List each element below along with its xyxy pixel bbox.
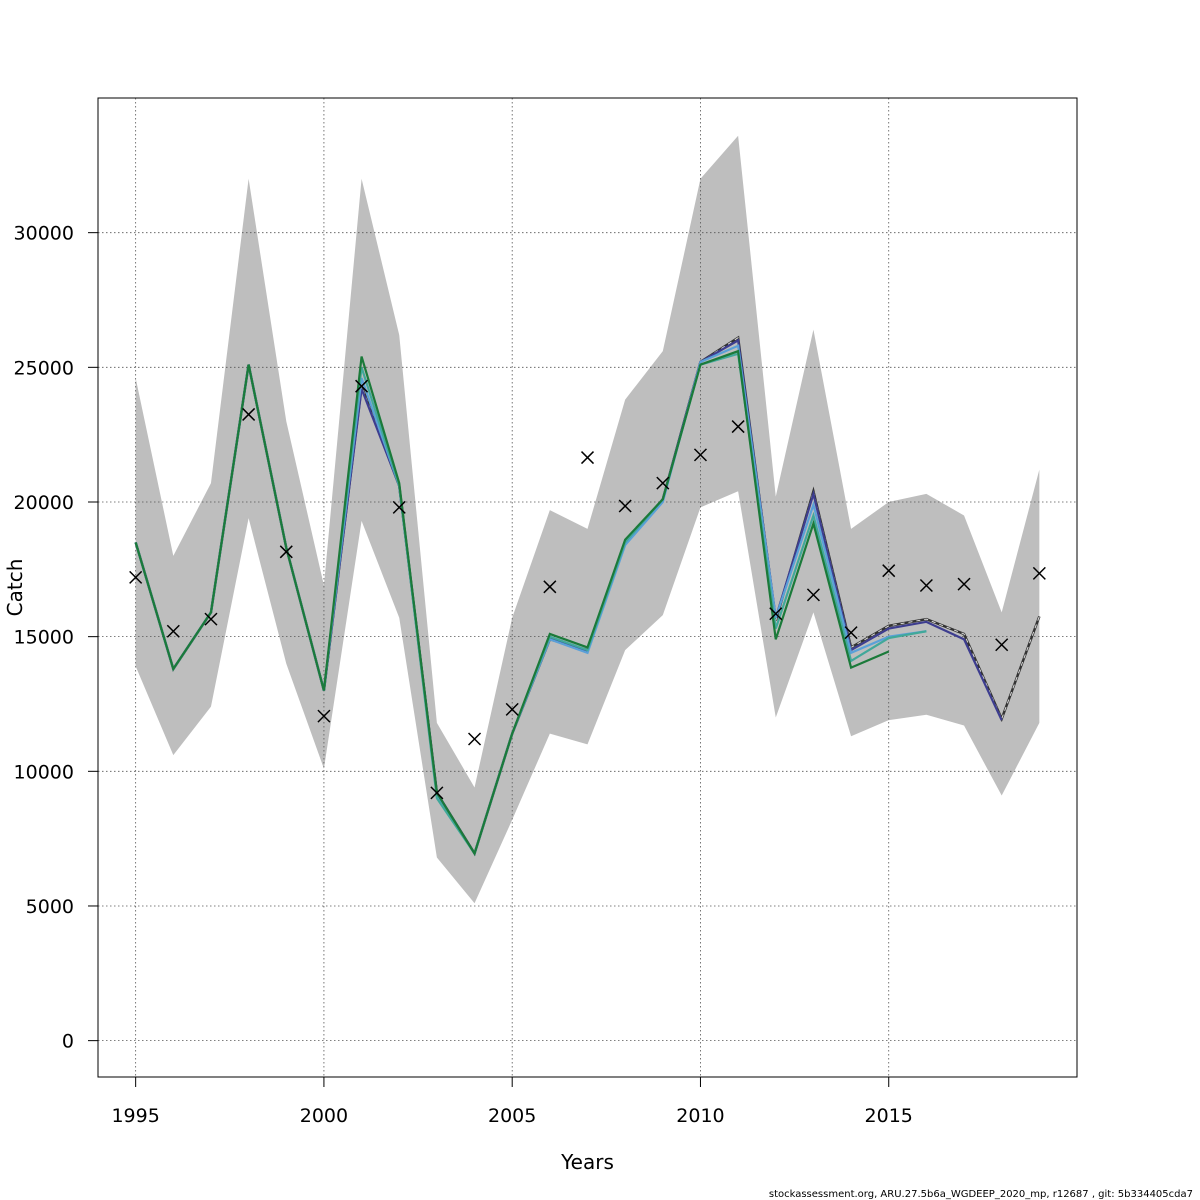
x-tick-label: 1995 [111,1105,159,1127]
y-axis-title: Catch [3,559,27,617]
observed-point [430,786,444,800]
series-line-1-dash [135,336,1040,855]
y-tick-label: 0 [62,1031,74,1053]
observed-point [317,709,331,723]
observed-point [543,580,557,594]
confidence-band-layer [135,135,1040,904]
y-tick-label: 25000 [14,357,74,379]
series-line-5 [134,349,890,857]
series-layer [134,335,1041,857]
y-tick-label: 30000 [14,223,74,245]
observed-point [129,570,143,584]
observed-point [769,607,783,621]
y-tick-label: 20000 [14,492,74,514]
footer-credit: stockassessment.org, ARU.27.5b6a_WGDEEP_… [769,1189,1193,1200]
observed-point [844,626,858,640]
observed-point [919,578,933,593]
observed-point [468,732,482,746]
observed-point [693,448,707,462]
observed-point [505,702,519,716]
x-tick-label: 2010 [676,1105,724,1127]
observed-point [957,577,971,591]
observed-point [279,545,293,559]
observed-point [204,612,218,626]
observed-point [882,564,896,578]
confidence-band [135,135,1040,904]
observed-point [355,379,369,393]
observed-point [392,500,406,514]
x-tick-label: 2015 [865,1105,913,1127]
observed-point [166,624,180,638]
observed-point [995,638,1009,652]
axis-layer: 1995 2000 2005 2010 2015 0 5000 10000 15000 20000… [14,223,913,1127]
observed-markers-layer [129,379,1046,800]
observed-point [656,476,670,490]
x-tick-label: 2005 [488,1105,536,1127]
x-tick-label: 2000 [300,1105,348,1127]
observed-point [618,499,632,513]
observed-point [580,451,595,465]
y-tick-label: 5000 [26,896,74,918]
observed-point [242,407,256,421]
x-axis-title: Years [560,1150,614,1174]
observed-point [1032,566,1046,580]
y-tick-label: 10000 [14,761,74,783]
observed-point [731,420,745,434]
y-tick-label: 15000 [14,627,74,649]
observed-point [806,588,820,602]
grid-layer [98,98,1077,1077]
